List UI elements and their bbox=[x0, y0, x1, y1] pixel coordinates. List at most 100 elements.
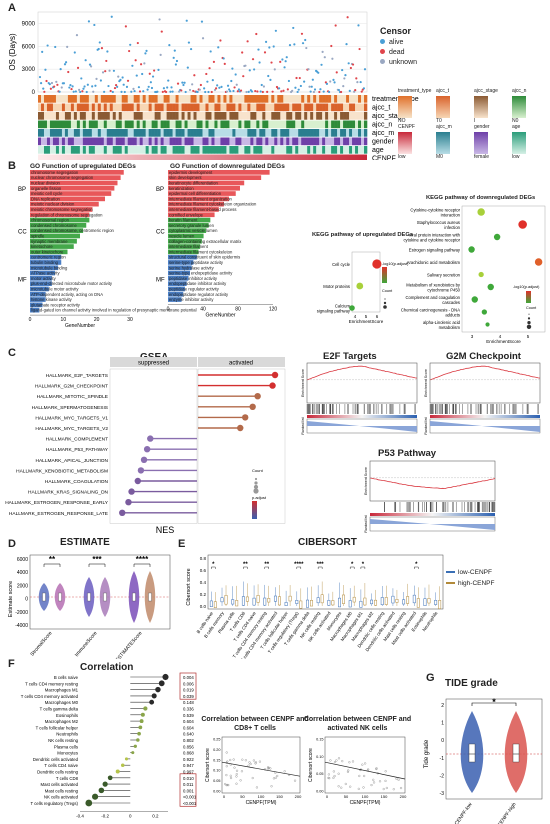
heat-cell-ajcc_stage bbox=[112, 112, 117, 120]
scatter-nk-point bbox=[344, 782, 347, 786]
os-point bbox=[62, 82, 66, 85]
cibersort-box bbox=[423, 598, 427, 606]
go-bar bbox=[30, 265, 59, 271]
scatter-cd8-point bbox=[263, 768, 267, 771]
os-point bbox=[310, 85, 313, 88]
heat-cell-ajcc_stage bbox=[304, 112, 308, 120]
corr-highlight-bottom bbox=[179, 773, 197, 807]
heat-cell-ajcc_m bbox=[85, 129, 90, 137]
g2m-title: G2M Checkpoint bbox=[446, 351, 521, 362]
heat-cell-gender bbox=[196, 137, 200, 146]
heat-cell-ajcc_t bbox=[88, 103, 93, 112]
heat-cell-treatment_type bbox=[178, 95, 182, 103]
heat-cell-ajcc_n bbox=[274, 120, 278, 129]
go-bar bbox=[168, 201, 224, 207]
go-bar bbox=[30, 185, 115, 191]
legend-swatch bbox=[398, 96, 412, 118]
heat-cell-treatment_type bbox=[349, 95, 353, 103]
heat-cell-ajcc_t bbox=[307, 103, 311, 112]
os-point bbox=[81, 90, 84, 93]
heat-cell-treatment_type bbox=[355, 95, 359, 103]
estimate-box bbox=[148, 592, 152, 602]
heat-cell-ajcc_t bbox=[76, 103, 81, 112]
heat-cell-ajcc_n bbox=[256, 120, 260, 129]
heat-cell-gender bbox=[202, 137, 206, 146]
heat-cell-ajcc_m bbox=[154, 129, 158, 137]
heat-cell-treatment_type bbox=[94, 95, 99, 103]
heat-cell-age bbox=[298, 146, 302, 154]
tide-ytick: -1 bbox=[440, 756, 445, 762]
heat-cell-age bbox=[352, 146, 356, 154]
legend-low-label: NO bbox=[398, 118, 406, 124]
gsea-pathway-label: HALLMARK_P53_PATHWAY bbox=[46, 447, 109, 453]
heat-cell-ajcc_t bbox=[292, 103, 296, 112]
g2m-curve bbox=[429, 365, 541, 381]
os-point bbox=[158, 18, 161, 21]
scatter-cd8-ytick: 0.25 bbox=[213, 738, 220, 742]
gsea-pathway-label: HALLMARK_ESTROGEN_RESPONSE_EARLY bbox=[5, 500, 109, 506]
os-point bbox=[98, 41, 101, 44]
corr-dot bbox=[124, 757, 129, 761]
os-point bbox=[230, 79, 233, 83]
os-point bbox=[272, 45, 275, 48]
kegg-up-legend-bar bbox=[382, 267, 387, 283]
tide-ylabel: Tide grade bbox=[424, 739, 430, 768]
corr-cell-label: Macrophages M0 bbox=[45, 700, 79, 705]
os-point bbox=[176, 82, 180, 85]
heat-cell-ajcc_stage bbox=[256, 112, 260, 120]
heat-cell-ajcc_n bbox=[118, 120, 123, 129]
heat-cell-treatment_type bbox=[274, 95, 278, 103]
heat-cell-ajcc_stage bbox=[127, 112, 132, 120]
heat-cell-ajcc_t bbox=[100, 103, 105, 112]
estimate-ytick: 6000 bbox=[17, 557, 28, 563]
corr-dot bbox=[143, 706, 148, 711]
clinical-legend-CENPF: CENPF low bbox=[398, 124, 434, 160]
scatter-nk-point bbox=[346, 770, 350, 773]
heat-cell-ajcc_m bbox=[256, 129, 260, 137]
heat-cell-ajcc_t bbox=[250, 103, 254, 112]
heat-cell-gender bbox=[169, 137, 173, 146]
go-bar bbox=[30, 270, 55, 276]
censor-legend: alive dead unknown bbox=[380, 38, 417, 68]
heat-cell-gender bbox=[124, 137, 129, 146]
go-xlabel: GeneNumber bbox=[65, 323, 95, 329]
go-axis-tick: 30 bbox=[127, 317, 133, 323]
os-point bbox=[263, 51, 267, 54]
os-point bbox=[226, 84, 230, 87]
go-bar bbox=[30, 228, 84, 233]
heat-cell-ajcc_t bbox=[229, 103, 233, 112]
heat-cell-gender bbox=[289, 137, 293, 146]
gsea-dot bbox=[249, 403, 256, 410]
heat-cell-ajcc_t bbox=[67, 103, 72, 112]
os-point bbox=[147, 85, 150, 88]
os-point bbox=[233, 86, 236, 89]
heat-cell-ajcc_t bbox=[46, 103, 51, 112]
corr-cell-label: Dendritic cells resting bbox=[37, 770, 78, 775]
cibersort-box bbox=[263, 597, 267, 606]
heat-cell-ajcc_n bbox=[247, 120, 251, 129]
heat-cell-ajcc_stage bbox=[229, 112, 233, 120]
os-point bbox=[235, 83, 238, 86]
os-point bbox=[312, 90, 316, 94]
heat-cell-treatment_type bbox=[286, 95, 290, 103]
heat-cell-age bbox=[307, 146, 311, 154]
heat-cell-treatment_type bbox=[268, 95, 272, 103]
heat-cell-ajcc_stage bbox=[151, 112, 155, 120]
heat-cell-treatment_type bbox=[316, 95, 320, 103]
heat-cell-treatment_type bbox=[151, 95, 155, 103]
cibersort-box bbox=[402, 599, 406, 605]
os-point bbox=[210, 90, 213, 94]
heat-cell-ajcc_n bbox=[73, 120, 78, 129]
go-term-label: ligand-gated ion channel activity involv… bbox=[31, 308, 197, 313]
go-term-label: intermediate filament-based process bbox=[169, 207, 237, 212]
scatter-nk-point bbox=[337, 757, 341, 760]
heat-cell-treatment_type bbox=[166, 95, 170, 103]
heat-cell-ajcc_m bbox=[214, 129, 218, 137]
heat-cell-treatment_type bbox=[196, 95, 200, 103]
os-point bbox=[42, 87, 45, 90]
corr-pvalue: 0.019 bbox=[183, 688, 194, 693]
corr-dot bbox=[98, 787, 105, 794]
gsea-dot bbox=[140, 456, 148, 463]
p53-rank-area bbox=[370, 519, 495, 530]
cibersort-box bbox=[252, 597, 256, 606]
